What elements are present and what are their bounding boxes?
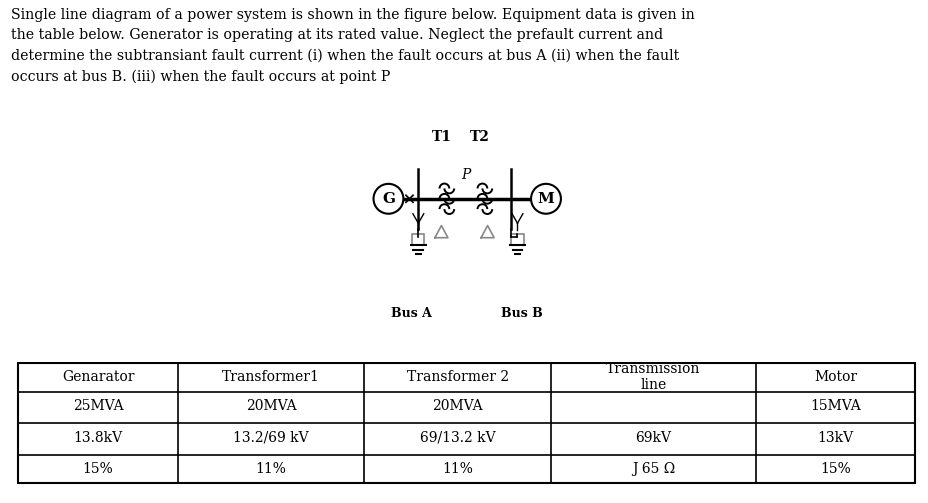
Text: Bus B: Bus B <box>500 307 542 320</box>
Text: Transmission
line: Transmission line <box>606 362 700 392</box>
Text: 13kV: 13kV <box>817 431 853 445</box>
Text: 20MVA: 20MVA <box>432 399 483 413</box>
Text: P: P <box>460 169 470 183</box>
Bar <box>510 234 523 245</box>
Text: 15%: 15% <box>819 462 850 476</box>
Bar <box>412 234 424 245</box>
Text: M: M <box>537 192 554 206</box>
Text: 15MVA: 15MVA <box>809 399 860 413</box>
Text: 69/13.2 kV: 69/13.2 kV <box>419 431 495 445</box>
Text: 25MVA: 25MVA <box>72 399 123 413</box>
Text: Transformer 2: Transformer 2 <box>406 370 509 384</box>
Text: Motor: Motor <box>813 370 857 384</box>
Text: 11%: 11% <box>442 462 472 476</box>
Text: J 65 Ω: J 65 Ω <box>631 462 675 476</box>
Text: 13.8kV: 13.8kV <box>73 431 122 445</box>
Text: Genarator: Genarator <box>62 370 135 384</box>
Bar <box>19 363 914 483</box>
Text: 20MVA: 20MVA <box>246 399 296 413</box>
Text: Transformer1: Transformer1 <box>222 370 319 384</box>
Text: Bus A: Bus A <box>391 307 432 320</box>
Text: T2: T2 <box>470 130 490 144</box>
Text: Single line diagram of a power system is shown in the figure below. Equipment da: Single line diagram of a power system is… <box>11 8 694 84</box>
Text: T1: T1 <box>431 130 451 144</box>
Text: 15%: 15% <box>83 462 113 476</box>
Text: 11%: 11% <box>255 462 286 476</box>
Text: G: G <box>381 192 394 206</box>
Text: 69kV: 69kV <box>635 431 671 445</box>
Text: 13.2/69 kV: 13.2/69 kV <box>233 431 308 445</box>
